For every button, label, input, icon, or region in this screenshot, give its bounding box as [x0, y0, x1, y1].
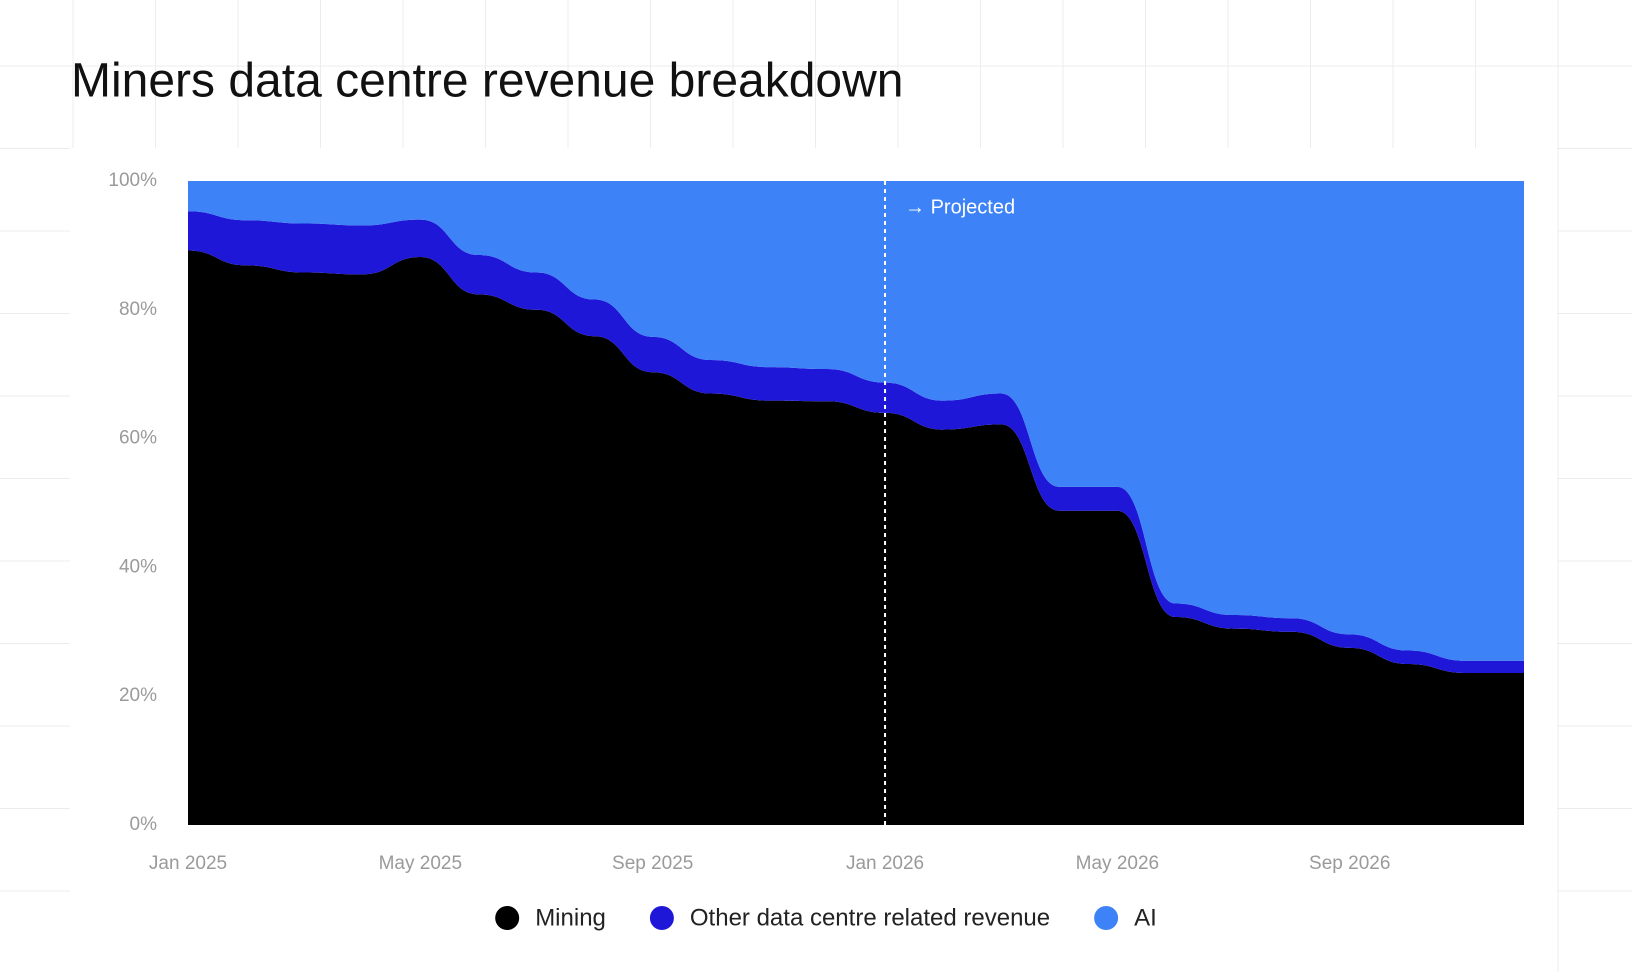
x-tick-label: Sep 2026: [1309, 853, 1390, 874]
y-tick-label: 60%: [119, 428, 157, 449]
y-tick-label: 20%: [119, 685, 157, 706]
legend-label: Other data centre related revenue: [690, 904, 1050, 931]
legend-marker: [649, 906, 674, 930]
x-tick-label: May 2026: [1076, 853, 1159, 874]
y-tick-label: 0%: [130, 814, 158, 835]
x-tick-label: May 2025: [379, 853, 462, 874]
x-tick-label: Jan 2025: [149, 853, 227, 874]
plot: 0% 20% 40% 60% 80% 100% Jan 2025 May 2025 Sep 20…: [108, 170, 1524, 931]
legend-label: Mining: [535, 904, 606, 931]
y-tick-label: 80%: [119, 299, 157, 320]
y-tick-label: 40%: [119, 556, 157, 577]
legend: Mining Other data centre related revenue A…: [495, 904, 1157, 931]
legend-marker: [1094, 906, 1119, 930]
y-tick-label: 100%: [108, 170, 157, 191]
x-tick-label: Jan 2026: [846, 853, 924, 874]
area: [188, 181, 1524, 661]
x-tick-label: Sep 2025: [612, 853, 693, 874]
legend-label: AI: [1134, 904, 1157, 931]
area: [188, 211, 1524, 674]
annotation: → Projected: [905, 196, 1015, 218]
legend-marker: [495, 906, 520, 930]
chart-title: Miners data centre revenue breakdown: [71, 55, 903, 108]
area: [188, 250, 1524, 825]
